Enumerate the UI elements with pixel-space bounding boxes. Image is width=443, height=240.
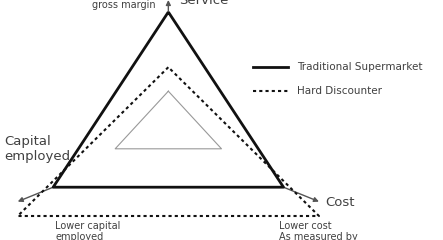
Text: Hard Discounter: Hard Discounter	[297, 86, 382, 96]
Text: Lower capital
employed: Lower capital employed	[55, 221, 121, 240]
Text: Lower cost
As measured by
SG&A: Lower cost As measured by SG&A	[279, 221, 358, 240]
Text: Traditional Supermarket: Traditional Supermarket	[297, 62, 422, 72]
Text: Capital
employed: Capital employed	[4, 135, 70, 163]
Text: Higher service
As measured by
gross margin: Higher service As measured by gross marg…	[85, 0, 163, 10]
Text: Cost: Cost	[326, 196, 355, 209]
Text: Service: Service	[179, 0, 229, 6]
